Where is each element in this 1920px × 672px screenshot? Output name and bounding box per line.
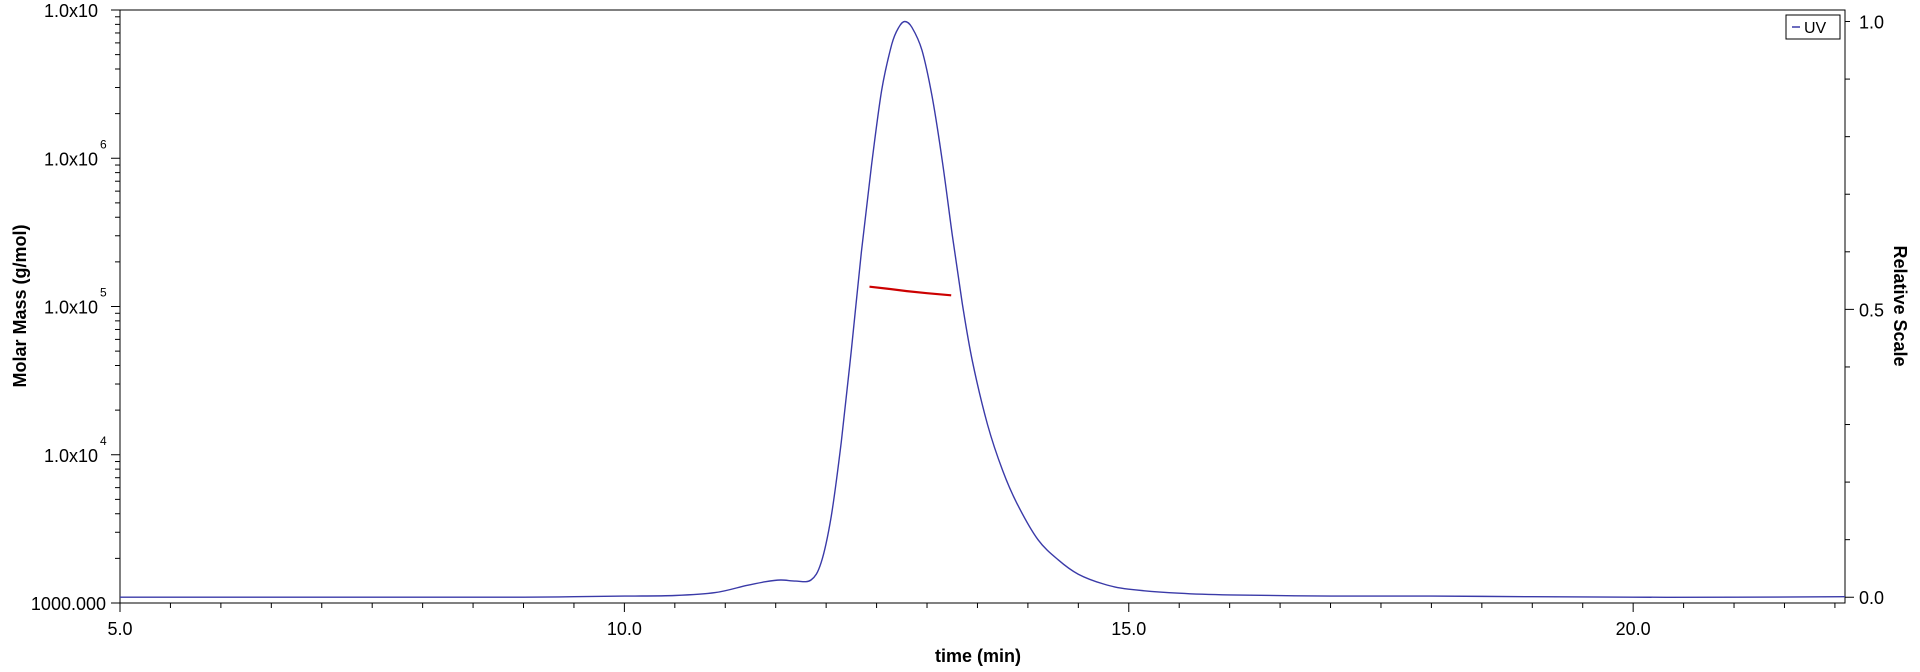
left-tick-label: 1.0x10 [44,149,98,169]
left-tick-label: 1.0x10 [44,298,98,318]
uv-trace-line [120,20,1846,598]
left-tick-label: 1000.000 [31,594,106,614]
left-tick-exponent: 7 [100,0,107,3]
x-tick-label: 5.0 [107,619,132,639]
right-tick-label: 0.0 [1859,588,1884,608]
right-axis-title: Relative Scale [1890,245,1910,366]
left-tick-exponent: 4 [100,434,107,448]
left-tick-label: 1.0x10 [44,446,98,466]
right-tick-label: 0.5 [1859,300,1884,320]
left-tick-exponent: 6 [100,137,107,151]
left-tick-label: 1.0x10 [44,1,98,21]
right-tick-label: 1.0 [1859,13,1884,33]
x-tick-label: 20.0 [1616,619,1651,639]
molar-mass-line [869,285,952,297]
legend-label: UV [1804,20,1827,37]
legend: UV [1785,14,1841,40]
left-axis-title: Molar Mass (g/mol) [10,224,30,387]
x-axis-title: time (min) [935,646,1021,666]
plot-frame [119,9,1846,604]
x-tick-label: 10.0 [607,619,642,639]
x-tick-label: 15.0 [1111,619,1146,639]
left-tick-exponent: 5 [100,286,107,300]
